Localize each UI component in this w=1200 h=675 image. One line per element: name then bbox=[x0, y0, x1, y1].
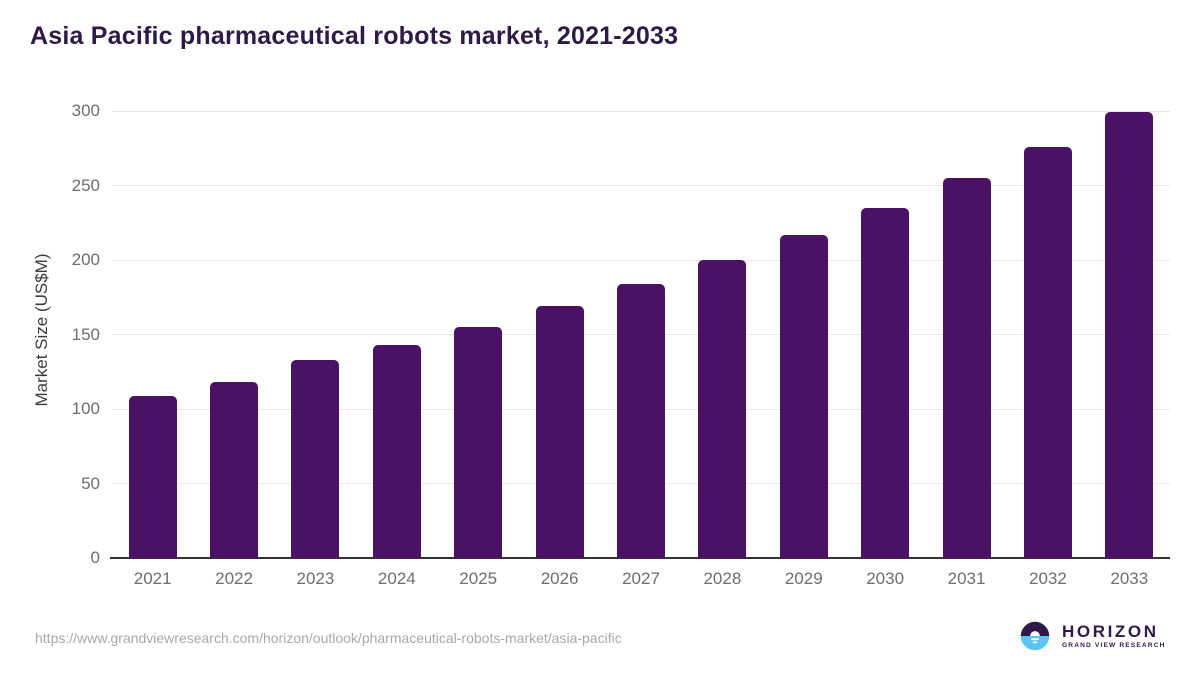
x-tick-label-2021: 2021 bbox=[133, 569, 172, 588]
x-tick-label-2027: 2027 bbox=[622, 569, 660, 588]
bar-2022[interactable] bbox=[210, 382, 259, 558]
logo-text-block: HORIZON GRAND VIEW RESEARCH bbox=[1062, 622, 1166, 650]
bar-2024[interactable] bbox=[372, 344, 421, 558]
x-tick-label-2030: 2030 bbox=[866, 569, 905, 588]
source-url: https://www.grandviewresearch.com/horizo… bbox=[35, 630, 622, 646]
y-tick-label-0: 0 bbox=[90, 548, 100, 567]
bar-2032[interactable] bbox=[1023, 146, 1072, 558]
x-tick-label-2024: 2024 bbox=[377, 569, 416, 588]
bar-2021[interactable] bbox=[128, 395, 177, 558]
bar-2031[interactable] bbox=[942, 178, 991, 558]
x-tick-label-2028: 2028 bbox=[703, 569, 742, 588]
x-tick-label-2025: 2025 bbox=[459, 569, 498, 588]
logo-wordmark: HORIZON bbox=[1062, 622, 1159, 641]
x-tick-label-2032: 2032 bbox=[1029, 569, 1067, 588]
gridline-200 bbox=[112, 259, 1170, 261]
horizon-sunrise-icon bbox=[1019, 620, 1051, 652]
x-tick-label-2026: 2026 bbox=[540, 569, 579, 588]
bar-2033[interactable] bbox=[1105, 112, 1154, 558]
bar-2029[interactable] bbox=[779, 234, 828, 558]
horizon-logo: HORIZON GRAND VIEW RESEARCH bbox=[1019, 620, 1166, 652]
bar-2027[interactable] bbox=[617, 283, 665, 558]
x-tick-label-2033: 2033 bbox=[1110, 569, 1149, 588]
x-tick-label-2022: 2022 bbox=[215, 569, 253, 588]
gridline-300 bbox=[112, 110, 1170, 112]
y-tick-label-150: 150 bbox=[71, 324, 100, 344]
gridline-250 bbox=[112, 185, 1170, 186]
bar-2028[interactable] bbox=[698, 260, 747, 558]
x-tick-label-2029: 2029 bbox=[784, 569, 823, 588]
y-tick-label-300: 300 bbox=[71, 101, 100, 120]
x-axis-line bbox=[110, 557, 1170, 559]
bar-2026[interactable] bbox=[535, 306, 584, 558]
y-tick-label-100: 100 bbox=[71, 399, 100, 418]
bar-2030[interactable] bbox=[861, 207, 910, 558]
x-tick-label-2023: 2023 bbox=[296, 569, 335, 588]
bar-2023[interactable] bbox=[291, 359, 340, 558]
logo-subtitle: GRAND VIEW RESEARCH bbox=[1062, 642, 1166, 649]
chart-title: Asia Pacific pharmaceutical robots marke… bbox=[30, 22, 679, 50]
y-tick-label-50: 50 bbox=[81, 473, 100, 493]
x-tick-label-2031: 2031 bbox=[947, 569, 986, 588]
bar-2025[interactable] bbox=[454, 327, 503, 558]
y-tick-label-250: 250 bbox=[71, 175, 100, 195]
y-tick-label-200: 200 bbox=[71, 250, 100, 269]
